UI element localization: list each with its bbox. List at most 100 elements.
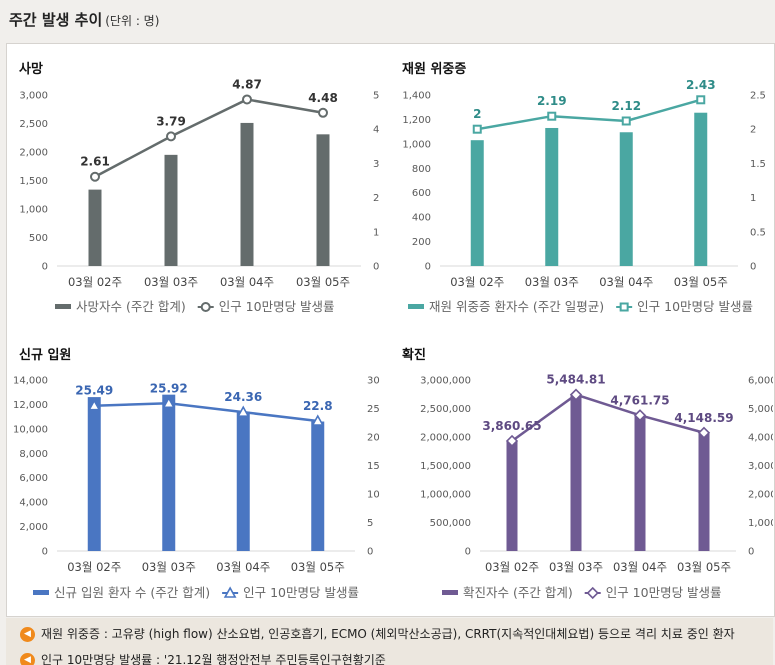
y-tick-label: 1,500 <box>19 176 48 187</box>
y-tick-label: 0 <box>42 547 48 558</box>
data-label: 25.49 <box>75 384 113 398</box>
y-tick-label: 2,000 <box>19 148 48 159</box>
data-label: 2 <box>473 107 481 121</box>
legend-label: 인구 10만명당 발생률 <box>243 585 359 600</box>
y2-tick-label: 2 <box>373 193 379 204</box>
x-tick-label: 03월 04주 <box>216 560 270 574</box>
y-tick-label: 0 <box>465 547 471 558</box>
data-label: 4,148.59 <box>674 411 733 425</box>
page-title: 주간 발생 추이 (단위 : 명) <box>9 9 159 30</box>
y-tick-label: 500,000 <box>430 518 471 529</box>
y2-tick-label: 1 <box>750 193 756 204</box>
data-label: 2.12 <box>611 99 641 113</box>
line-point <box>586 586 599 600</box>
speaker-icon: ◀ <box>20 627 35 642</box>
x-tick-label: 03월 04주 <box>220 275 274 289</box>
line-point <box>621 116 631 126</box>
legend-label: 인구 10만명당 발생률 <box>219 299 335 314</box>
bar <box>545 127 559 266</box>
line-point <box>569 388 583 401</box>
y-tick-label: 800 <box>412 164 431 175</box>
rate-line <box>94 98 324 178</box>
data-label: 22.8 <box>303 399 333 413</box>
x-tick-label: 03월 05주 <box>291 560 345 574</box>
y2-tick-label: 0 <box>373 262 379 273</box>
bar <box>240 122 254 267</box>
data-label: 4,761.75 <box>610 393 669 407</box>
y2-tick-label: 15 <box>367 461 380 472</box>
bar <box>162 394 176 551</box>
line-point <box>166 131 176 142</box>
line-point <box>619 302 629 312</box>
x-tick-label: 03월 05주 <box>677 560 731 574</box>
chart-title: 신규 입원 <box>19 348 72 363</box>
y2-tick-label: 5,000 <box>748 404 773 415</box>
x-tick-label: 03월 04주 <box>599 275 653 289</box>
chart-title: 재원 위중증 <box>402 62 467 77</box>
y2-tick-label: 0 <box>750 262 756 273</box>
rate-line <box>511 393 705 442</box>
y-tick-label: 0 <box>42 262 48 273</box>
chart-grid: 사망 0 500 1,000 1,500 2,000 2,500 3,000 0 1 2 3 4 5 03… <box>6 43 775 617</box>
chart-panel-critical: 재원 위중증 0 200 400 600 800 1,000 1,200 1,400 0 0.5 1… <box>390 44 773 331</box>
legend-label: 인구 10만명당 발생률 <box>637 299 753 314</box>
data-label: 2.61 <box>80 155 110 169</box>
bar <box>506 441 518 551</box>
line-point <box>311 414 325 426</box>
rate-line <box>477 98 702 131</box>
y2-tick-label: 2.5 <box>750 91 766 102</box>
y-tick-label: 10,000 <box>13 424 48 435</box>
y-tick-label: 600 <box>412 188 431 199</box>
y-tick-label: 3,000,000 <box>420 376 471 387</box>
x-tick-label: 03월 03주 <box>142 560 196 574</box>
note-item: ◀ 인구 10만명당 발생률 : '21.12월 행정안전부 주민등록인구현황기준 <box>20 651 386 665</box>
y2-tick-label: 0 <box>367 547 373 558</box>
bar <box>88 189 102 266</box>
y-tick-label: 1,000 <box>402 139 431 150</box>
y-tick-label: 200 <box>412 237 431 248</box>
y2-tick-label: 6,000 <box>748 376 773 387</box>
bar <box>694 112 708 266</box>
chart-svg: 0 200 400 600 800 1,000 1,200 1,400 0 0.5 1 1.5 2 2.5… <box>402 78 766 314</box>
y2-tick-label: 20 <box>367 433 380 444</box>
data-label: 2.43 <box>686 78 716 92</box>
y-tick-label: 1,000,000 <box>420 490 471 501</box>
line-point <box>90 171 100 182</box>
note-text: 인구 10만명당 발생률 : '21.12월 행정안전부 주민등록인구현황기준 <box>41 653 386 665</box>
line-point <box>223 586 237 598</box>
y-tick-label: 8,000 <box>19 449 48 460</box>
unit-label: (단위 : 명) <box>105 14 160 28</box>
legend-label: 인구 10만명당 발생률 <box>606 585 722 600</box>
y2-tick-label: 4 <box>373 125 379 136</box>
line-point <box>633 409 647 422</box>
legend-label: 확진자수 (주간 합계) <box>463 585 573 600</box>
y-tick-label: 1,200 <box>402 115 431 126</box>
y2-tick-label: 2 <box>750 125 756 136</box>
y-tick-label: 1,000 <box>19 205 48 216</box>
chart-panel-confirmed: 확진 0 500,000 1,000,000 1,500,000 2,000,000 2,… <box>390 330 773 616</box>
y-tick-label: 6,000 <box>19 473 48 484</box>
chart-title: 사망 <box>19 62 43 77</box>
legend-swatch <box>33 590 49 595</box>
line-point <box>318 107 328 118</box>
chart-title: 확진 <box>402 348 426 363</box>
line-point <box>547 111 557 121</box>
line-point <box>472 124 482 134</box>
y-tick-label: 1,400 <box>402 91 431 102</box>
bar <box>316 134 330 266</box>
chart-panel-deaths: 사망 0 500 1,000 1,500 2,000 2,500 3,000 0 1 2 3 4 5 03… <box>7 44 391 331</box>
chart-panel-admissions: 신규 입원 0 2,000 4,000 6,000 8,000 10,000 12,000 1… <box>7 330 391 616</box>
y2-tick-label: 3,000 <box>748 461 773 472</box>
speaker-icon: ◀ <box>20 653 35 665</box>
line-point <box>87 399 101 411</box>
bar <box>311 421 325 551</box>
bar <box>634 415 646 551</box>
data-label: 3.79 <box>156 114 186 128</box>
y2-tick-label: 2,000 <box>748 490 773 501</box>
rate-line <box>94 402 318 423</box>
y2-tick-label: 10 <box>367 490 380 501</box>
x-tick-label: 03월 02주 <box>67 560 121 574</box>
y2-tick-label: 1,000 <box>748 518 773 529</box>
y2-tick-label: 5 <box>367 518 373 529</box>
chart-svg: 0 2,000 4,000 6,000 8,000 10,000 12,000 14,000 0… <box>13 376 380 601</box>
